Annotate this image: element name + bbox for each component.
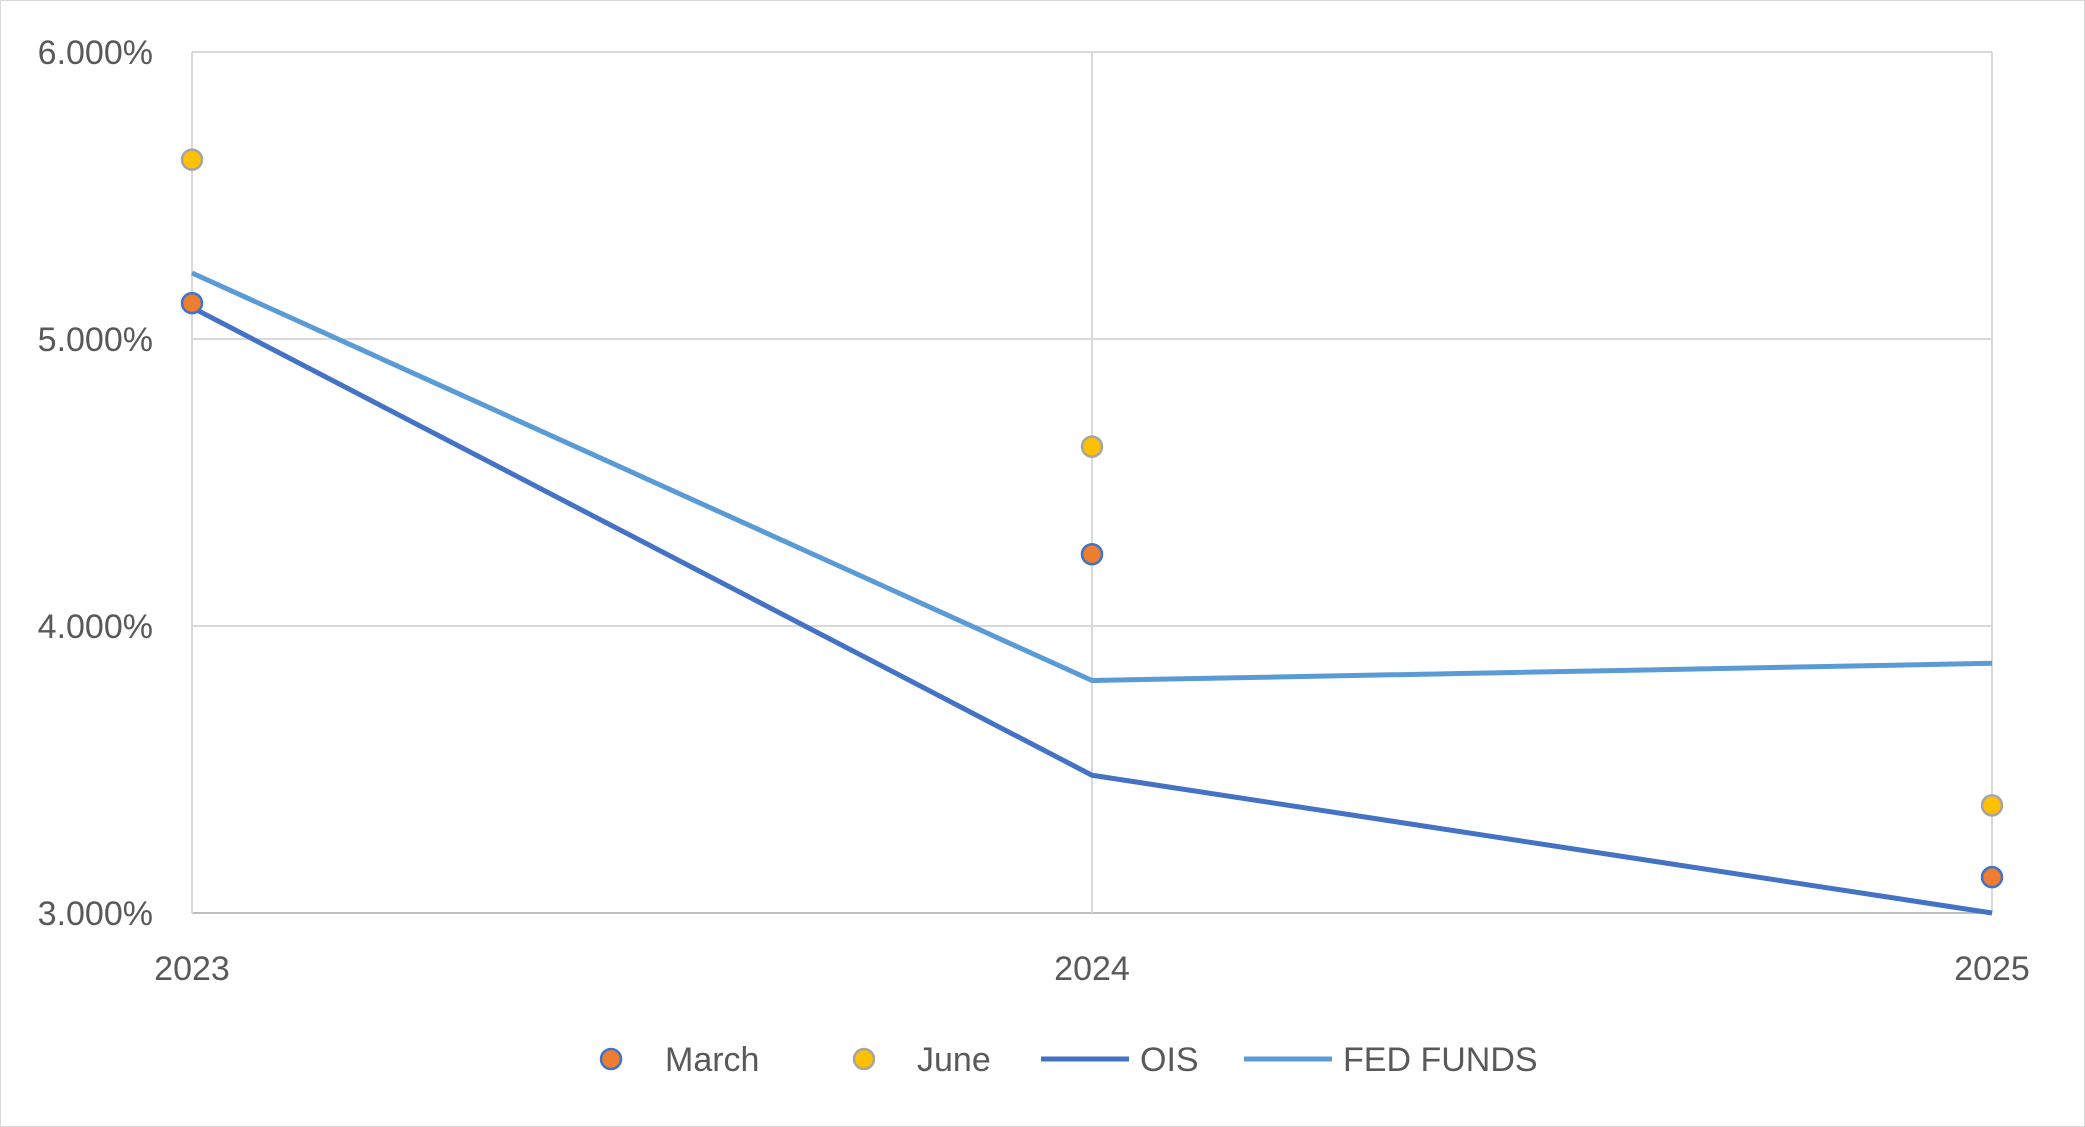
point-june-2024 [1080, 435, 1104, 458]
y-tick-label: 5.000% [38, 321, 153, 359]
y-tick-labels: 3.000% 4.000% 5.000% 6.000% [38, 34, 153, 933]
legend-label-march: March [665, 1041, 759, 1079]
legend: March June OIS FED FUNDS [599, 1041, 1538, 1079]
y-tick-label: 3.000% [38, 895, 153, 933]
series-lines [190, 270, 1993, 916]
series-points [180, 148, 2004, 889]
x-tick-label: 2025 [1954, 950, 2030, 988]
point-march-2025 [1980, 865, 2004, 889]
x-tick-label: 2023 [154, 950, 230, 988]
legend-marker-march [599, 1047, 623, 1071]
point-march-2023 [180, 291, 204, 315]
legend-label-ois: OIS [1140, 1041, 1199, 1079]
series-line-fed-funds [190, 270, 1993, 684]
point-june-2023 [180, 148, 204, 171]
point-june-2025 [1980, 794, 2004, 817]
grid-layer [191, 51, 1993, 914]
x-tick-label: 2024 [1054, 950, 1130, 988]
legend-label-june: June [917, 1041, 991, 1079]
series-line-ois [190, 305, 1993, 916]
legend-label-fed-funds: FED FUNDS [1343, 1041, 1538, 1079]
y-tick-label: 4.000% [38, 608, 153, 646]
legend-marker-june [852, 1047, 876, 1071]
x-tick-labels: 2023 2024 2025 [154, 950, 2030, 988]
y-tick-label: 6.000% [38, 34, 153, 72]
point-march-2024 [1080, 543, 1104, 566]
